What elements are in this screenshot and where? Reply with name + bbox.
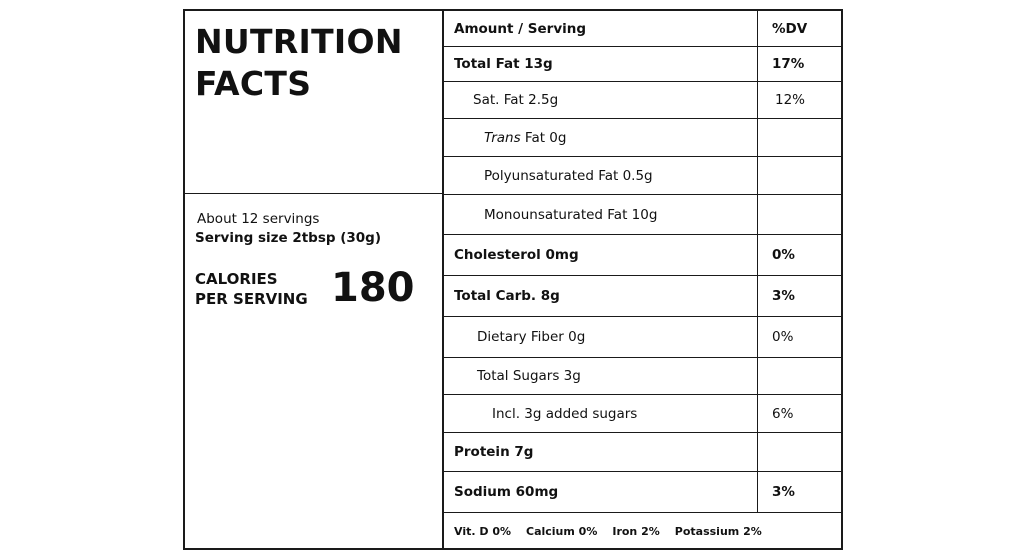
vitamin-d-value: Vit. D 0% xyxy=(454,525,511,538)
calories-label: CALORIES PER SERVING xyxy=(195,270,308,308)
nutrient-dv: 3% xyxy=(772,484,795,500)
table-row-added-sugars: Incl. 3g added sugars 6% xyxy=(444,395,843,433)
table-row-dietary-fiber: Dietary Fiber 0g 0% xyxy=(444,317,843,358)
nutrient-name: Total Fat 13g xyxy=(444,47,758,81)
trans-label: Trans xyxy=(484,129,521,146)
table-row-total-fat: Total Fat 13g 17% xyxy=(444,47,843,82)
servings-per-container: About 12 servings xyxy=(197,211,320,227)
calories-value: 180 xyxy=(331,265,415,311)
nutrient-name: Trans Fat 0g xyxy=(444,119,758,156)
table-row-protein: Protein 7g xyxy=(444,433,843,472)
nutrient-name: Incl. 3g added sugars xyxy=(444,395,758,432)
table-row-sodium: Sodium 60mg 3% xyxy=(444,472,843,513)
nutrient-dv: 3% xyxy=(772,288,795,304)
nutrient-dv xyxy=(758,195,857,234)
table-row-total-sugars: Total Sugars 3g xyxy=(444,358,843,395)
trans-rest: Fat 0g xyxy=(520,129,567,146)
nutrient-name: Monounsaturated Fat 10g xyxy=(444,195,758,234)
nutrient-dv xyxy=(758,358,857,394)
nutrient-name: Cholesterol 0mg xyxy=(444,235,758,275)
micronutrient-footer: Vit. D 0% Calcium 0% Iron 2% Potassium 2… xyxy=(444,513,843,550)
nutrition-facts-panel: NUTRITION FACTS About 12 servings Servin… xyxy=(183,9,843,550)
nutrient-dv: 0% xyxy=(772,247,795,263)
nutrient-dv xyxy=(758,157,857,194)
potassium-value: Potassium 2% xyxy=(674,525,762,538)
nutrient-dv xyxy=(758,433,857,471)
calcium-value: Calcium 0% xyxy=(526,525,598,538)
title-box: NUTRITION FACTS xyxy=(185,11,442,194)
nutrient-dv: 12% xyxy=(775,92,806,108)
nutrient-name: Dietary Fiber 0g xyxy=(444,317,758,357)
nutrient-name: Sat. Fat 2.5g xyxy=(444,82,758,118)
table-row-monounsaturated-fat: Monounsaturated Fat 10g xyxy=(444,195,843,235)
serving-size: Serving size 2tbsp (30g) xyxy=(195,230,382,246)
table-row-sat-fat: Sat. Fat 2.5g 12% xyxy=(444,82,843,119)
nutrient-name: Total Carb. 8g xyxy=(444,276,758,316)
nutrient-name: Total Sugars 3g xyxy=(444,358,758,394)
nutrient-dv: 6% xyxy=(772,405,794,422)
nutrient-dv xyxy=(758,119,857,156)
table-row-polyunsaturated-fat: Polyunsaturated Fat 0.5g xyxy=(444,157,843,195)
table-header-row: Amount / Serving %DV xyxy=(444,11,843,47)
nutrient-dv: 17% xyxy=(772,56,805,72)
label-title: NUTRITION FACTS xyxy=(195,22,403,103)
nutrient-name: Polyunsaturated Fat 0.5g xyxy=(444,157,758,194)
iron-value: Iron 2% xyxy=(612,525,660,538)
table-row-trans-fat: Trans Fat 0g xyxy=(444,119,843,157)
label-summary: NUTRITION FACTS About 12 servings Servin… xyxy=(185,11,444,548)
nutrient-dv: 0% xyxy=(772,329,794,345)
dv-header: %DV xyxy=(772,20,808,37)
nutrient-name: Protein 7g xyxy=(444,433,758,471)
nutrient-name: Sodium 60mg xyxy=(444,472,758,512)
amount-per-serving-header: Amount / Serving xyxy=(444,11,758,46)
table-row-cholesterol: Cholesterol 0mg 0% xyxy=(444,235,843,276)
table-row-total-carb: Total Carb. 8g 3% xyxy=(444,276,843,317)
